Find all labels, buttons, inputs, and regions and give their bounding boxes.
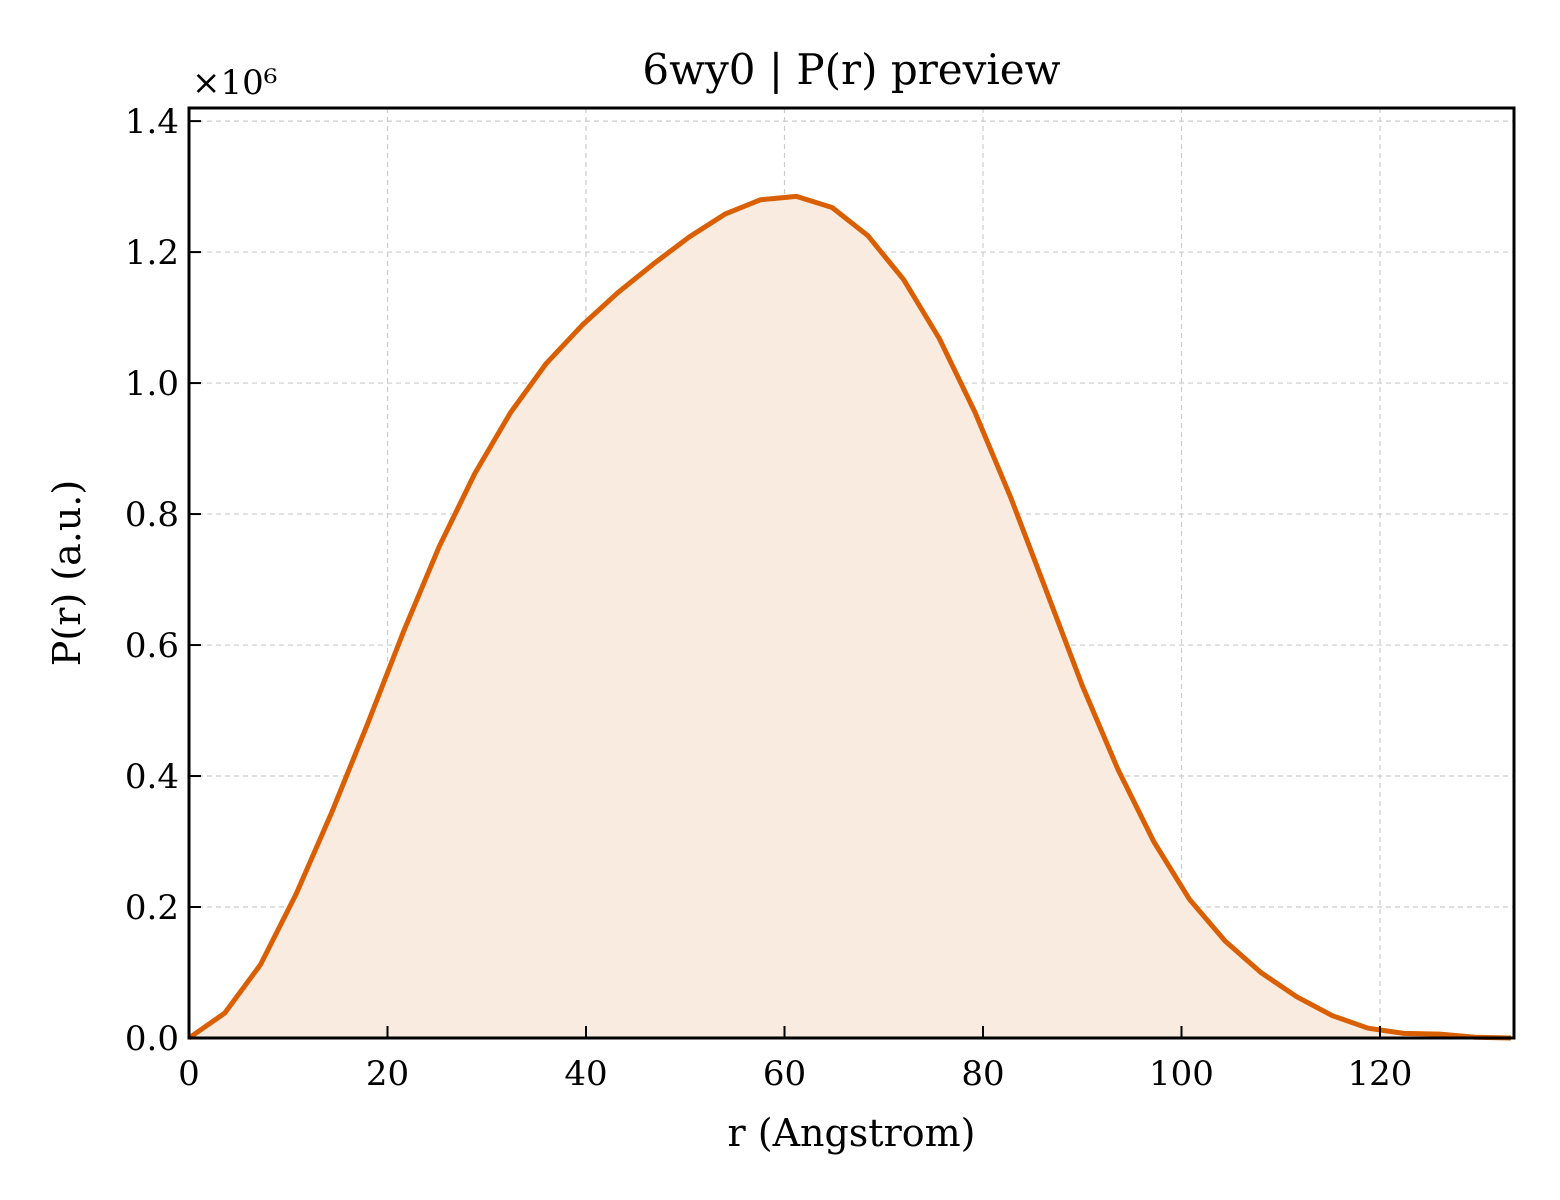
pr-series-line — [187, 193, 1512, 1041]
y-multiplier-label: ×10⁶ — [192, 63, 277, 103]
x-tick-label: 100 — [1149, 1054, 1214, 1094]
y-tick-label: 1.0 — [125, 364, 179, 404]
y-tick-label: 1.4 — [125, 102, 179, 142]
chart-title: 6wy0 | P(r) preview — [642, 45, 1060, 94]
y-tick-label: 1.2 — [125, 233, 179, 273]
x-tick-label: 20 — [366, 1054, 409, 1094]
x-tick-label: 80 — [961, 1054, 1004, 1094]
pr-area-fill — [189, 196, 1511, 1038]
y-tick-label: 0.0 — [125, 1019, 179, 1059]
axis-ticks: 0 20 40 60 80 100 120 0.0 0.2 0.4 0.6 0.8 1.0 1.2 1.4 — [125, 102, 1413, 1094]
y-tick-label: 0.2 — [125, 888, 179, 928]
x-tick-label: 0 — [178, 1054, 200, 1094]
x-axis-title: r (Angstrom) — [728, 1111, 976, 1155]
y-tick-label: 0.8 — [125, 495, 179, 535]
x-tick-label: 40 — [564, 1054, 607, 1094]
x-tick-label: 120 — [1348, 1054, 1413, 1094]
y-axis-title: P(r) (a.u.) — [45, 480, 89, 666]
plot-frame — [187, 106, 1516, 1040]
x-tick-label: 60 — [763, 1054, 806, 1094]
y-tick-label: 0.4 — [125, 757, 179, 797]
y-tick-label: 0.6 — [125, 626, 179, 666]
